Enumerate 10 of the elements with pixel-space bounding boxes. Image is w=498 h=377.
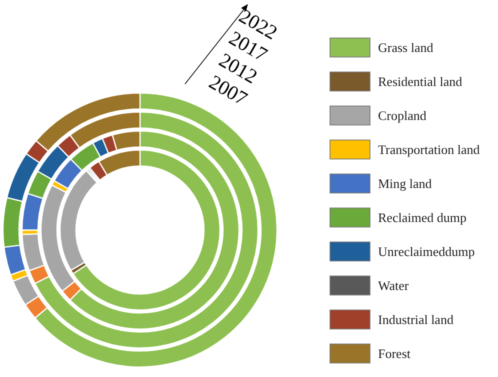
legend-label: Industrial land [378,312,454,327]
legend-label: Cropland [378,108,427,123]
legend-label: Forest [378,346,411,361]
legend-label: Residential land [378,74,463,89]
legend-label: Ming land [378,176,432,191]
legend-label: Unreclaimeddump [378,244,475,259]
legend-label: Transportation land [378,142,480,157]
legend-label: Reclaimed dump [378,210,466,225]
legend-label: Grass land [378,40,434,55]
legend-label: Water [378,278,410,293]
